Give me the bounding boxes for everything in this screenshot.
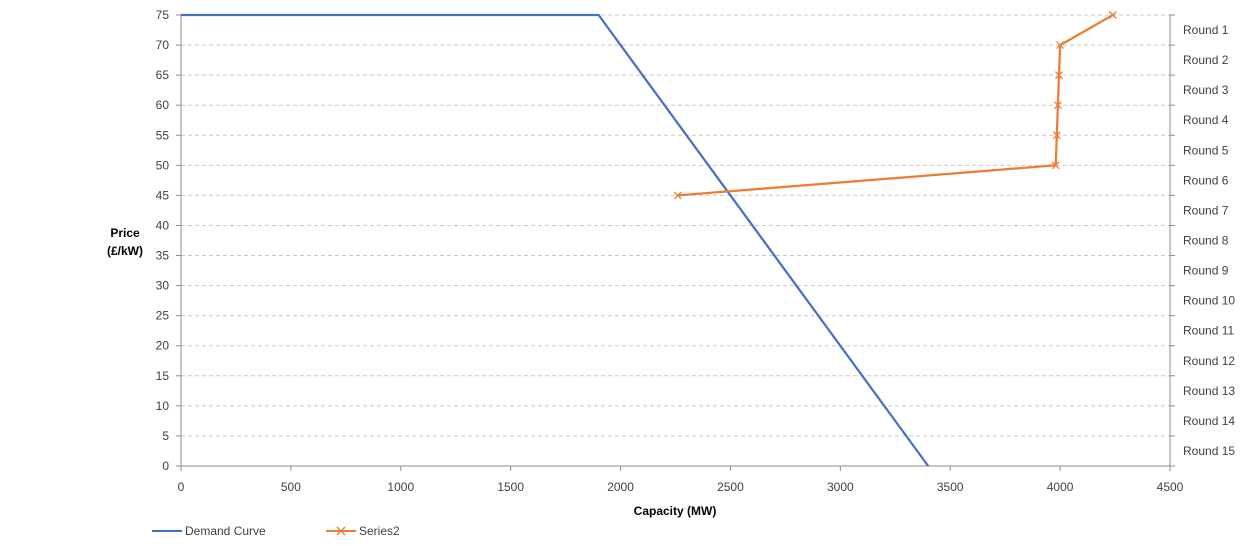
round-label-9: Round 9: [1183, 264, 1229, 278]
legend-label-series2: Series2: [359, 524, 400, 538]
grid-lines: [181, 14, 1170, 437]
y-tick-label-65: 65: [156, 68, 170, 82]
y-axis-title-line2: (£/kW): [107, 244, 143, 258]
x-tick-label-0: 0: [178, 480, 185, 494]
y-tick-label-0: 0: [162, 459, 169, 473]
tick-labels: 0 5 10 15 20 25 30 35 40 45 50 55 60 65 70 75 0 500 1000 15…: [156, 8, 1184, 494]
series1-marker-2: [1055, 71, 1063, 80]
y-tick-label-70: 70: [156, 38, 170, 52]
round-labels: Round 1 Round 2 Round 3 Round 4 Round 5 Round…: [1170, 14, 1235, 467]
x-tick-label-3500: 3500: [937, 480, 964, 494]
y-tick-label-50: 50: [156, 158, 170, 172]
round-label-1: Round 1: [1183, 23, 1229, 37]
y-axis-title-line1: Price: [110, 226, 140, 240]
axes: [176, 14, 1171, 471]
y-tick-label-35: 35: [156, 249, 170, 263]
round-label-4: Round 4: [1183, 113, 1229, 127]
round-label-3: Round 3: [1183, 83, 1229, 97]
y-tick-label-75: 75: [156, 8, 170, 22]
round-label-7: Round 7: [1183, 203, 1229, 217]
series1-marker-0: [1108, 11, 1117, 19]
y-tick-label-30: 30: [156, 279, 170, 293]
series: [181, 11, 1117, 467]
y-tick-label-55: 55: [156, 128, 170, 142]
x-tick-label-500: 500: [281, 480, 301, 494]
y-tick-label-25: 25: [156, 309, 170, 323]
round-label-6: Round 6: [1183, 173, 1229, 187]
round-label-12: Round 12: [1183, 354, 1235, 368]
x-axis-title: Capacity (MW): [634, 504, 717, 518]
y-tick-label-20: 20: [156, 339, 170, 353]
y-tick-label-45: 45: [156, 188, 170, 202]
round-label-10: Round 10: [1183, 294, 1235, 308]
series1-marker-4: [1052, 131, 1061, 140]
legend-item-series2: Series2: [326, 524, 400, 538]
legend: Demand Curve Series2: [152, 524, 400, 538]
round-label-8: Round 8: [1183, 234, 1229, 248]
legend-label-demand: Demand Curve: [185, 524, 266, 538]
round-label-15: Round 15: [1183, 444, 1235, 458]
y-tick-label-5: 5: [162, 429, 169, 443]
series1-marker-3: [1053, 101, 1062, 110]
legend-marker-series2: [336, 526, 346, 536]
y-tick-label-60: 60: [156, 98, 170, 112]
x-tick-label-2500: 2500: [717, 480, 744, 494]
round-label-14: Round 14: [1183, 414, 1235, 428]
round-label-2: Round 2: [1183, 53, 1229, 67]
x-tick-label-1000: 1000: [387, 480, 414, 494]
y-tick-label-40: 40: [156, 218, 170, 232]
y-tick-label-10: 10: [156, 399, 170, 413]
x-tick-label-3000: 3000: [827, 480, 854, 494]
y-tick-label-15: 15: [156, 369, 170, 383]
legend-item-demand: Demand Curve: [152, 524, 266, 538]
round-label-11: Round 11: [1183, 324, 1234, 338]
series1-marker-1: [1056, 41, 1065, 50]
series-line-0: [181, 13, 930, 467]
x-tick-label-2000: 2000: [607, 480, 634, 494]
x-tick-label-4000: 4000: [1047, 480, 1074, 494]
series1-marker-6: [673, 191, 682, 200]
round-label-5: Round 5: [1183, 143, 1229, 157]
x-tick-label-1500: 1500: [497, 480, 524, 494]
series1-marker-5: [1051, 161, 1060, 170]
round-label-13: Round 13: [1183, 384, 1235, 398]
x-tick-label-4500: 4500: [1157, 480, 1184, 494]
